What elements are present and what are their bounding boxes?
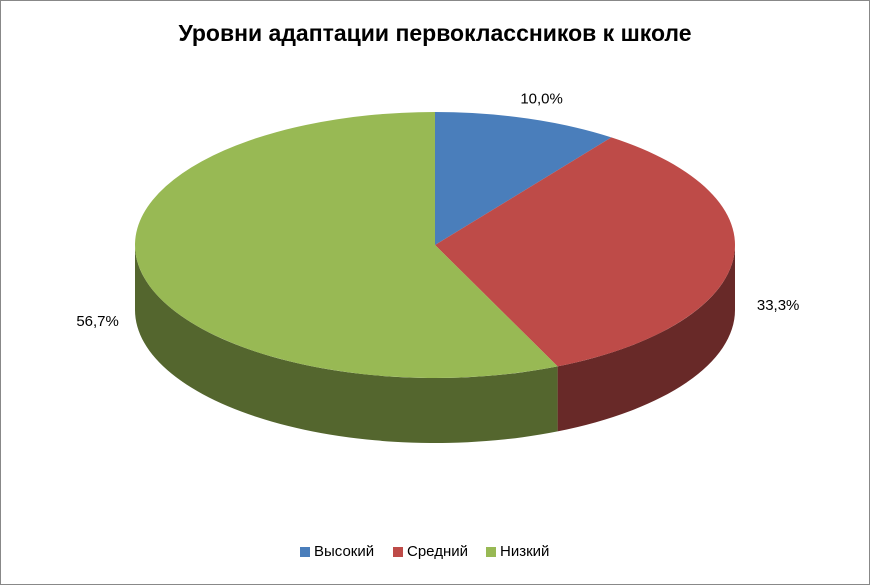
slice (134, 112, 558, 378)
data-label: 33,3% (757, 297, 800, 314)
legend-swatch (393, 547, 403, 557)
slice (435, 112, 612, 245)
legend-swatch (486, 547, 496, 557)
slice-side (135, 245, 558, 443)
data-label: 10,0% (520, 91, 563, 108)
legend-label: Высокий (314, 543, 374, 560)
legend-label: Низкий (500, 543, 549, 560)
legend-label: Средний (407, 543, 468, 560)
slice-side (557, 245, 735, 432)
chart-title: Уровни адаптации первоклассников к школе (178, 20, 691, 46)
legend-swatch (300, 547, 310, 557)
slice (435, 137, 735, 367)
data-label: 56,7% (76, 313, 119, 330)
